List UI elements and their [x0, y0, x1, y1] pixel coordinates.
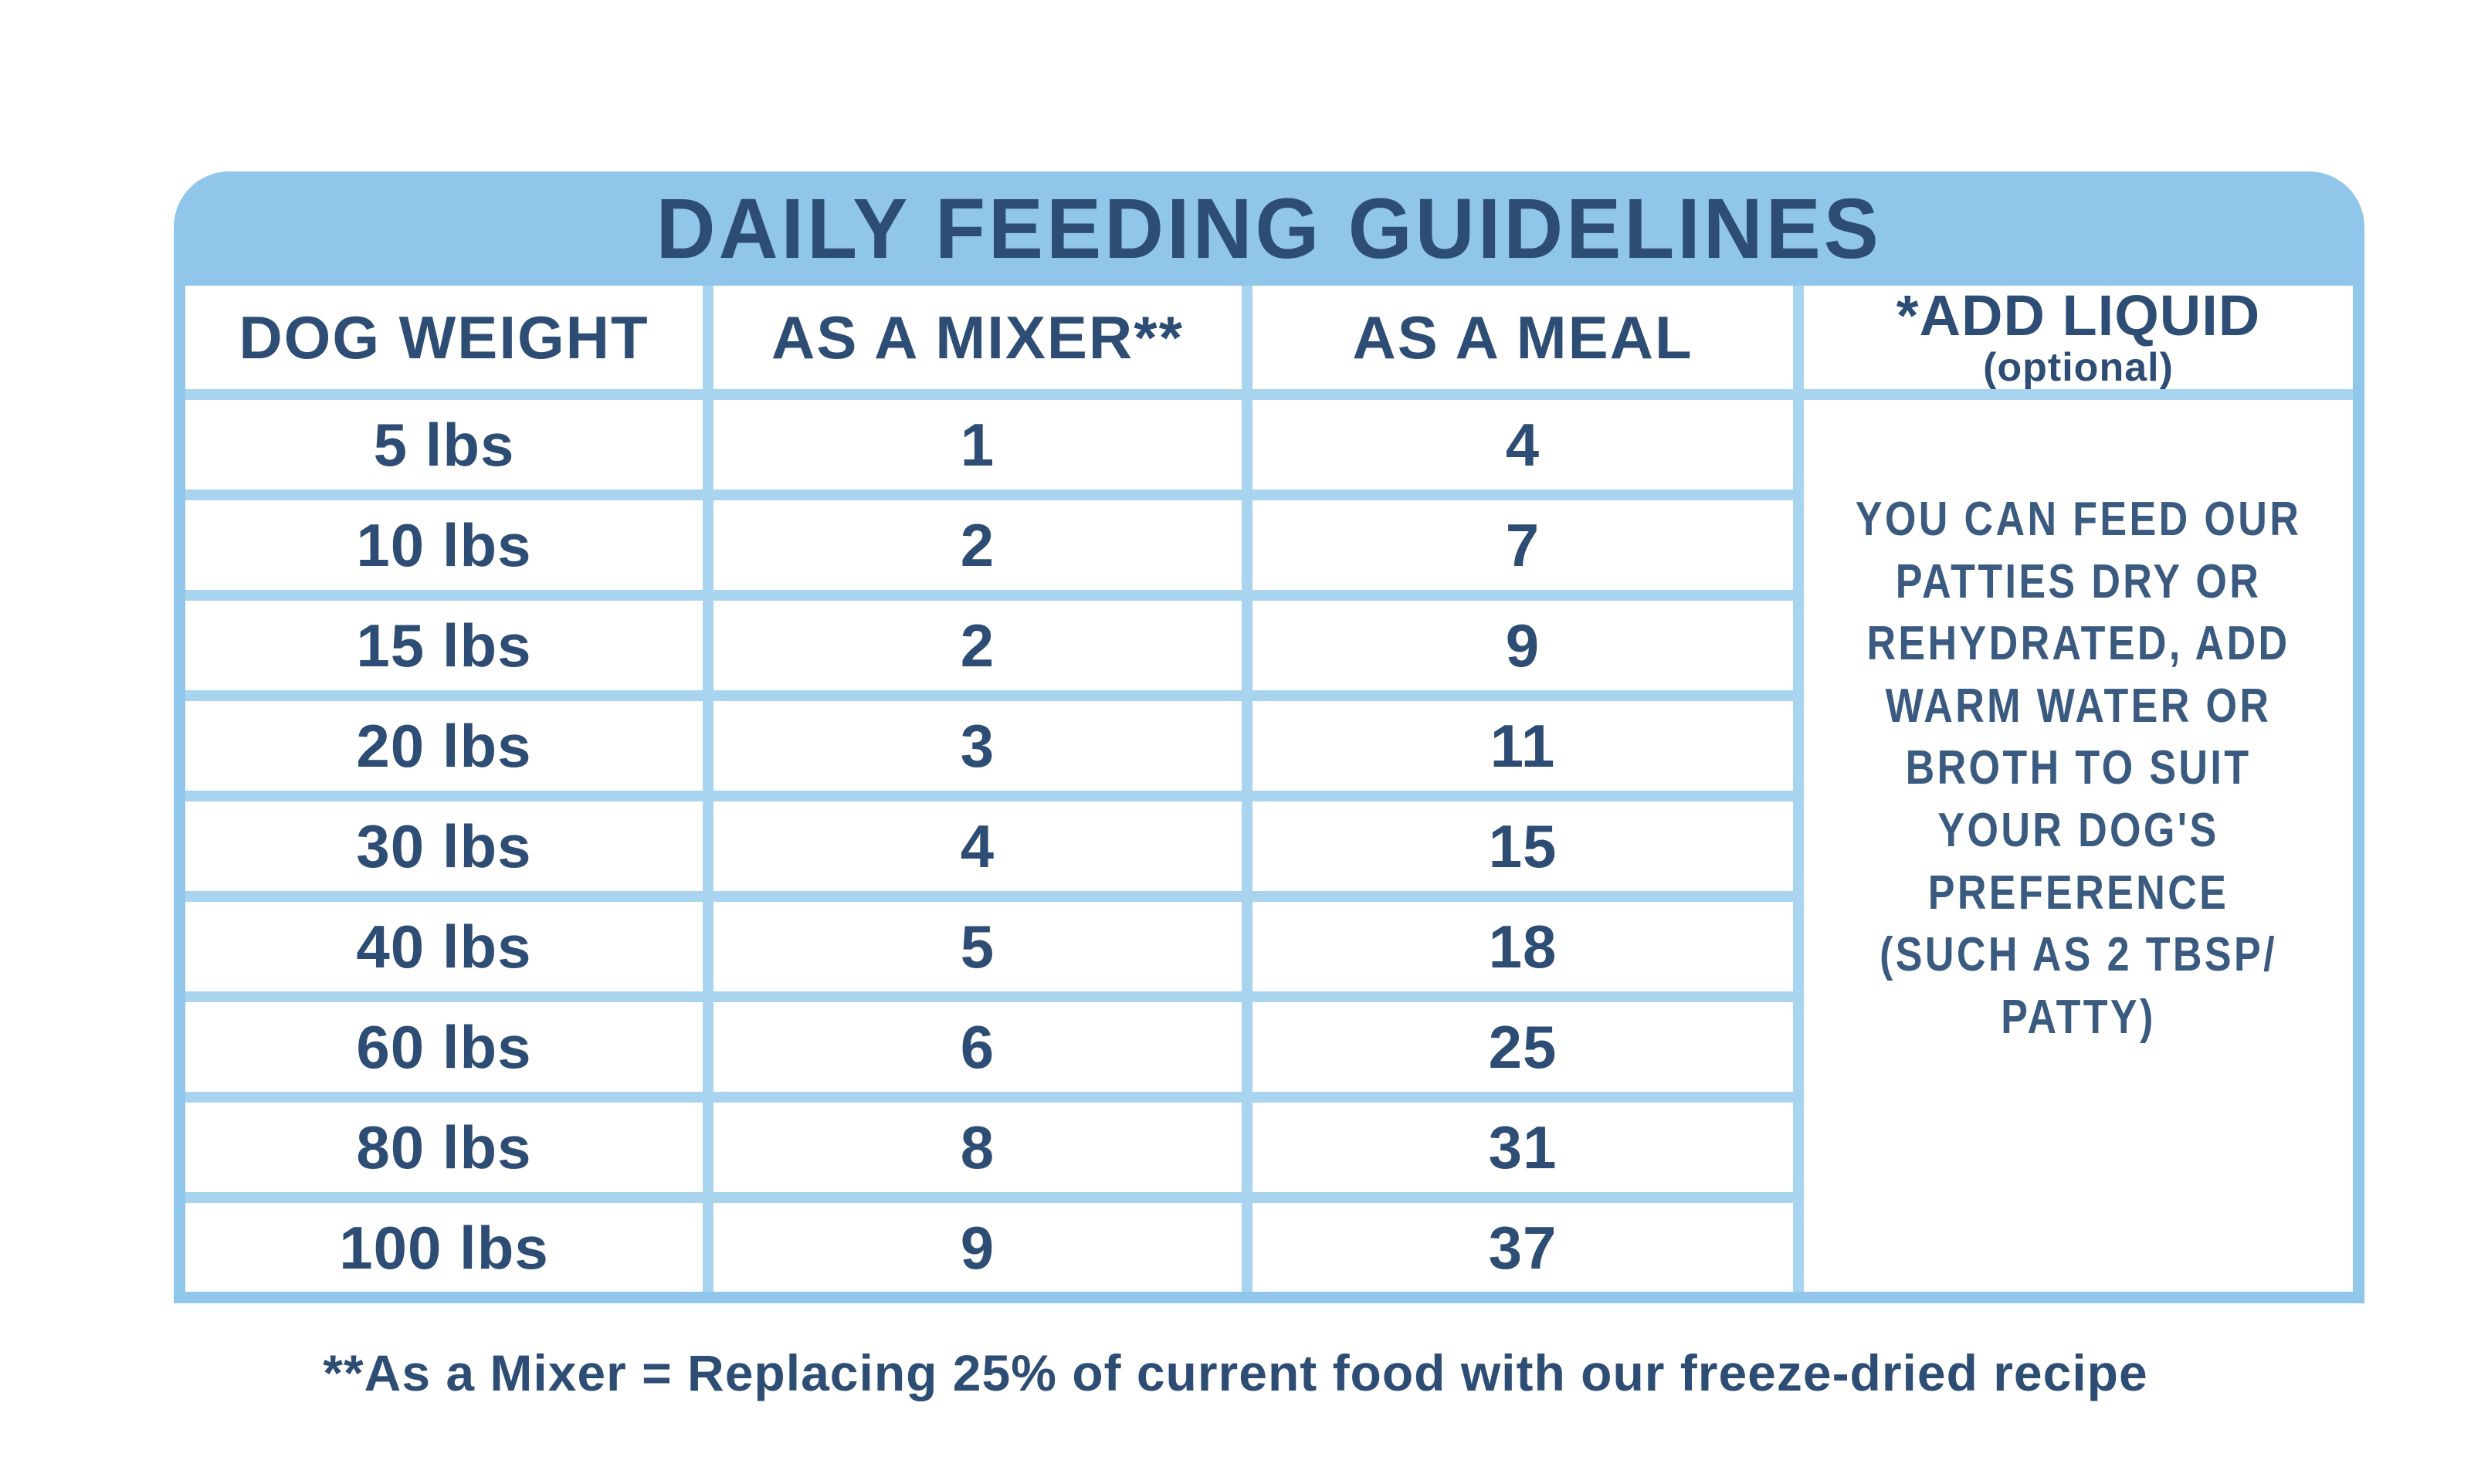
meal-cell: 11: [1252, 701, 1793, 791]
weight-cell: 20 lbs: [185, 701, 703, 791]
weight-cell: 15 lbs: [185, 601, 703, 690]
header-dog-weight: DOG WEIGHT: [185, 286, 703, 389]
weight-cell: 100 lbs: [185, 1203, 703, 1292]
header-as-a-mixer: AS A MIXER**: [714, 286, 1242, 389]
add-liquid-optional-label: (optional): [1983, 345, 2174, 389]
mixer-cell: 2: [714, 500, 1242, 590]
weight-cell: 80 lbs: [185, 1103, 703, 1192]
weight-cell: 5 lbs: [185, 400, 703, 490]
meal-cell: 9: [1252, 601, 1793, 690]
feeding-guidelines-card: DAILY FEEDING GUIDELINES DOG WEIGHT AS A…: [174, 171, 2364, 1303]
weight-cell: 10 lbs: [185, 500, 703, 590]
mixer-cell: 1: [714, 400, 1242, 490]
mixer-cell: 5: [714, 902, 1242, 991]
page-title: DAILY FEEDING GUIDELINES: [656, 181, 1883, 276]
mixer-cell: 9: [714, 1203, 1242, 1292]
header-as-a-meal: AS A MEAL: [1252, 286, 1793, 389]
mixer-cell: 6: [714, 1002, 1242, 1092]
mixer-cell: 3: [714, 701, 1242, 791]
title-band: DAILY FEEDING GUIDELINES: [185, 171, 2353, 286]
note-text: YOU CAN FEED OUR PATTIES DRY OR REHYDRAT…: [1855, 493, 2302, 1044]
meal-cell: 37: [1252, 1203, 1793, 1292]
weight-cell: 40 lbs: [185, 902, 703, 991]
meal-cell: 4: [1252, 400, 1793, 490]
header-add-liquid: *ADD LIQUID (optional): [1804, 286, 2353, 389]
meal-cell: 25: [1252, 1002, 1793, 1092]
mixer-cell: 8: [714, 1103, 1242, 1192]
weight-cell: 60 lbs: [185, 1002, 703, 1092]
weight-cell: 30 lbs: [185, 801, 703, 891]
meal-cell: 7: [1252, 500, 1793, 590]
add-liquid-label: *ADD LIQUID: [1896, 286, 2261, 347]
mixer-cell: 4: [714, 801, 1242, 891]
note-cell: YOU CAN FEED OUR PATTIES DRY OR REHYDRAT…: [1804, 400, 2353, 1292]
table-grid: DOG WEIGHT AS A MIXER** AS A MEAL *ADD L…: [185, 286, 2353, 1292]
meal-cell: 15: [1252, 801, 1793, 891]
mixer-cell: 2: [714, 601, 1242, 690]
meal-cell: 31: [1252, 1103, 1793, 1192]
meal-cell: 18: [1252, 902, 1793, 991]
footnote: **As a Mixer = Replacing 25% of current …: [323, 1344, 2148, 1401]
